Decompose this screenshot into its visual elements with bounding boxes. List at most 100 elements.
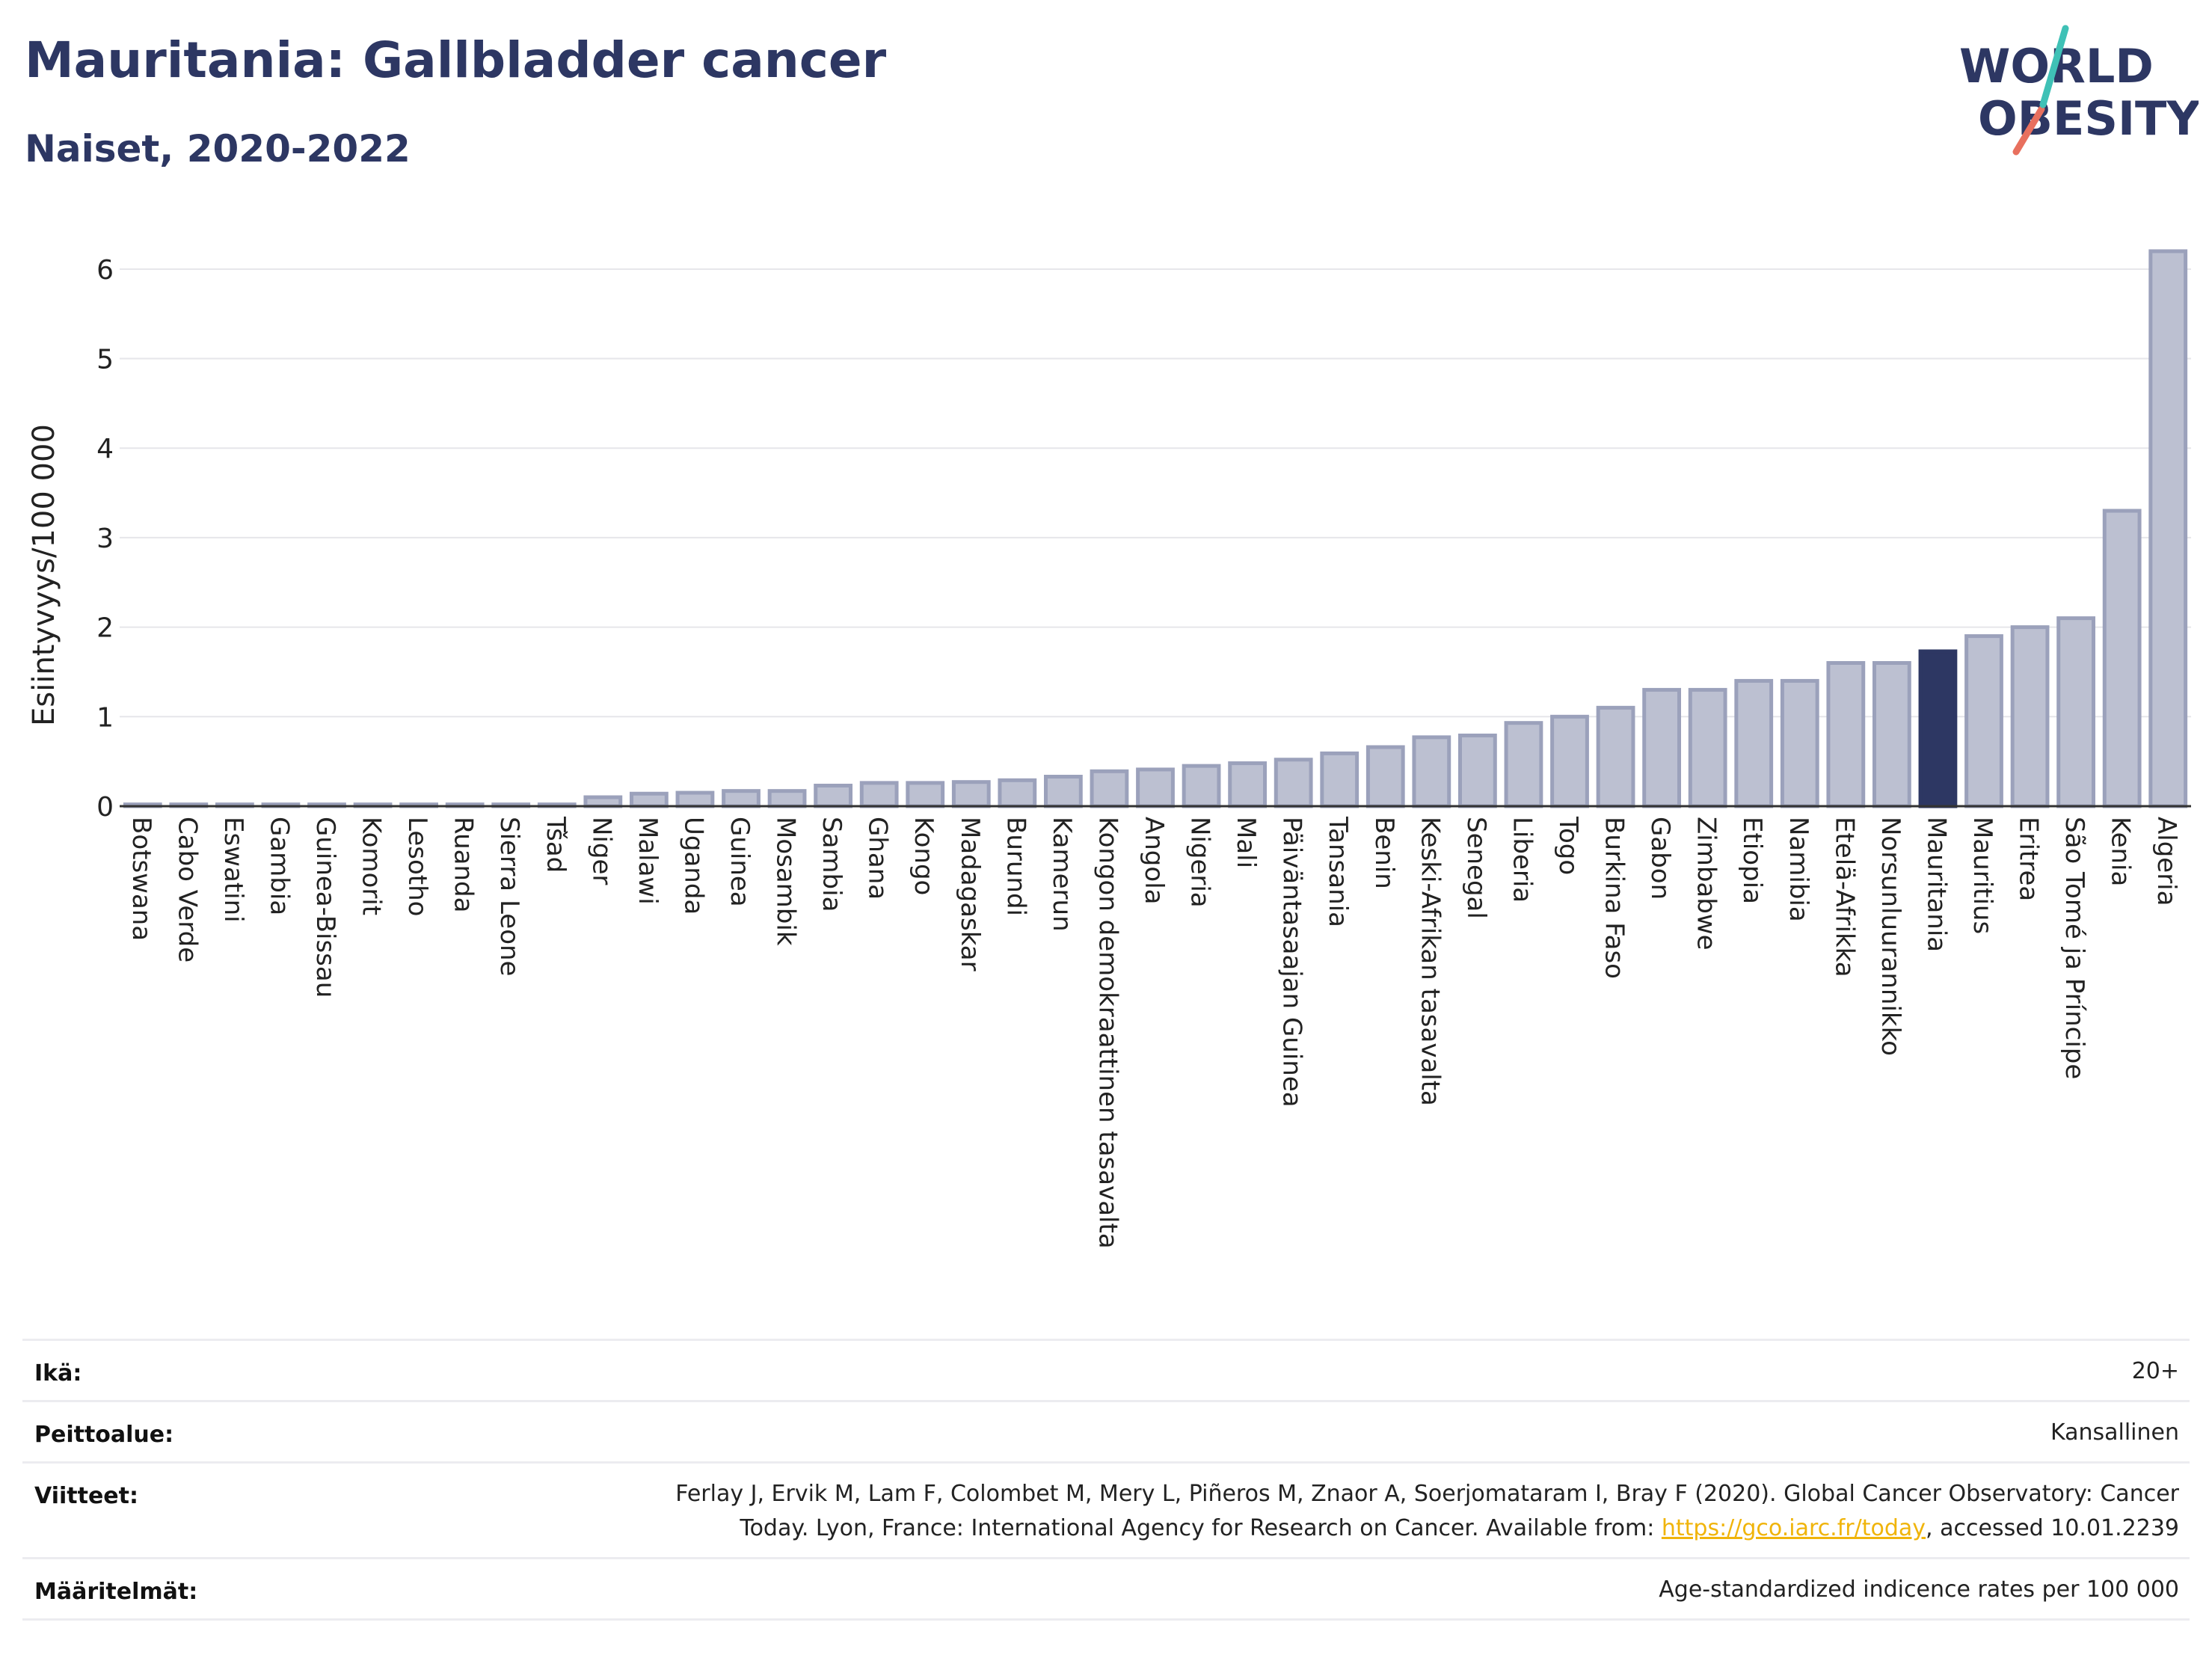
x-tick-label: Lesotho — [402, 817, 432, 916]
bar-zimbabwe — [1688, 687, 1727, 808]
x-tick-label: Ruanda — [449, 817, 479, 912]
x-tick-label: São Tomé ja Príncipe — [2059, 817, 2089, 1079]
bar-nigeria — [1182, 764, 1221, 808]
bar-angola — [1136, 767, 1175, 808]
x-tick-label: Guinea — [725, 817, 755, 907]
y-tick-label: 3 — [96, 523, 114, 554]
x-tick-label: Kongo — [909, 817, 938, 895]
y-tick-label: 0 — [96, 792, 114, 823]
x-tick-label: Nigeria — [1185, 817, 1215, 908]
x-tick-label: Tansania — [1323, 816, 1353, 927]
x-tick-label: Kenia — [2106, 817, 2136, 886]
chart-title: Mauritania: Gallbladder cancer — [25, 31, 887, 89]
bar-ghana — [859, 781, 899, 808]
bar-benin — [1365, 745, 1405, 808]
x-tick-label: Mosambik — [771, 817, 801, 946]
reference-line-2-text: Today. Lyon, France: International Agenc… — [740, 1515, 1662, 1541]
meta-value-age: 20+ — [2131, 1358, 2179, 1384]
bar-keski-afrikan-tasavalta — [1412, 735, 1451, 808]
bar-guinea — [722, 789, 761, 808]
bar-mali — [1228, 761, 1268, 808]
y-tick-label: 1 — [96, 702, 114, 733]
x-tick-label: Malawi — [633, 817, 663, 905]
x-tick-label: Zimbabwe — [1692, 817, 1721, 951]
x-tick-label: Keski-Afrikan tasavalta — [1415, 817, 1445, 1106]
bar-tansania — [1320, 751, 1360, 808]
y-tick-labels: 0 1 2 3 4 5 6 — [96, 255, 114, 823]
meta-bottom-border — [22, 1618, 2190, 1621]
x-tick-label: Kongon demokraattinen tasavalta — [1093, 817, 1122, 1249]
bar-malawi — [629, 791, 669, 808]
bar-etiopia — [1734, 678, 1774, 808]
meta-row-age: Ikä: 20+ — [22, 1339, 2190, 1400]
bar-s-o-tom-ja-pr-ncipe — [2056, 616, 2096, 808]
x-tick-label: Burkina Faso — [1600, 817, 1629, 979]
bar-niger — [583, 795, 623, 808]
reference-line-2: Today. Lyon, France: International Agenc… — [675, 1511, 2179, 1546]
bar-chart: 0 1 2 3 4 5 6 Botswana Cabo Verde Eswatini Gambia… — [27, 249, 2191, 1249]
x-tick-label: Päiväntasaajan Guinea — [1277, 817, 1307, 1108]
x-tick-label: Eswatini — [218, 817, 248, 923]
bar-madagaskar — [951, 780, 991, 808]
meta-value-coverage: Kansallinen — [2050, 1419, 2179, 1446]
x-tick-label: Senegal — [1461, 817, 1491, 919]
x-tick-label: Cabo Verde — [172, 817, 202, 962]
meta-row-coverage: Peittoalue: Kansallinen — [22, 1400, 2190, 1461]
meta-value-references: Ferlay J, Ervik M, Lam F, Colombet M, Me… — [675, 1477, 2179, 1546]
bar-gabon — [1642, 687, 1682, 808]
chart-subtitle: Naiset, 2020-2022 — [25, 127, 411, 171]
x-tick-label: Norsunluurannikko — [1875, 817, 1905, 1056]
grid-lines — [120, 268, 2191, 718]
bar-namibia — [1780, 678, 1819, 808]
logo-slash-red — [2012, 105, 2045, 156]
x-tick-label: Niger — [586, 817, 616, 885]
x-tick-label: Sierra Leone — [494, 817, 524, 976]
x-tick-label: Mauritania — [1921, 817, 1951, 952]
y-tick-label: 6 — [96, 255, 114, 286]
x-tick-label: Gambia — [264, 817, 294, 915]
bar-kamerun — [1043, 775, 1083, 808]
meta-value-definitions: Age-standardized indicence rates per 100… — [1659, 1576, 2179, 1603]
bar-kongon-demokraattinen-tasavalta — [1090, 769, 1129, 808]
bar-kongo — [906, 781, 945, 808]
bar-uganda — [675, 790, 715, 808]
bar-norsunluurannikko — [1872, 660, 1911, 808]
x-tick-label: Botswana — [126, 817, 156, 941]
bar-mauritania — [1918, 649, 1958, 808]
meta-label-age: Ikä: — [34, 1360, 82, 1387]
bar-etel-afrikka — [1826, 660, 1866, 808]
x-tick-label: Benin — [1369, 817, 1399, 889]
bar-mauritius — [1964, 634, 2003, 808]
x-tick-label: Etelä-Afrikka — [1829, 817, 1859, 977]
x-tick-label: Mali — [1231, 817, 1261, 868]
reference-line-1: Ferlay J, Ervik M, Lam F, Colombet M, Me… — [675, 1481, 2179, 1507]
x-tick-label: Komorit — [357, 817, 387, 915]
bar-burkina-faso — [1596, 705, 1635, 808]
y-tick-label: 5 — [96, 345, 114, 375]
x-tick-label: Angola — [1139, 817, 1169, 904]
x-tick-label: Burundi — [1001, 817, 1030, 916]
bar-eritrea — [2010, 625, 2050, 808]
bar-mosambik — [767, 789, 807, 808]
x-tick-label: Eritrea — [2014, 817, 2044, 901]
x-tick-label: Kamerun — [1047, 817, 1077, 932]
bar-burundi — [998, 778, 1037, 808]
x-tick-label: Etiopia — [1737, 817, 1767, 904]
bar-togo — [1550, 714, 1589, 808]
x-tick-label: Algeria — [2151, 817, 2181, 906]
x-tick-label: Togo — [1553, 816, 1583, 875]
x-tick-label: Gabon — [1645, 817, 1675, 900]
x-tick-labels: Botswana Cabo Verde Eswatini Gambia Guinea-B… — [126, 816, 2181, 1249]
reference-link[interactable]: https://gco.iarc.fr/today — [1661, 1515, 1926, 1541]
x-tick-label: Tšad — [541, 816, 571, 873]
bar-algeria — [2148, 249, 2188, 808]
x-tick-label: Guinea-Bissau — [310, 817, 340, 998]
x-tick-label: Uganda — [678, 817, 708, 915]
x-tick-label: Ghana — [863, 817, 893, 900]
y-tick-label: 4 — [96, 434, 114, 464]
bar-p-iv-ntasaajan-guinea — [1274, 758, 1313, 808]
reference-line-2-tail: , accessed 10.01.2239 — [1926, 1515, 2179, 1541]
bar-liberia — [1504, 721, 1543, 808]
y-axis-label: Esiintyvyys/100 000 — [27, 424, 61, 726]
bar-senegal — [1457, 733, 1497, 808]
